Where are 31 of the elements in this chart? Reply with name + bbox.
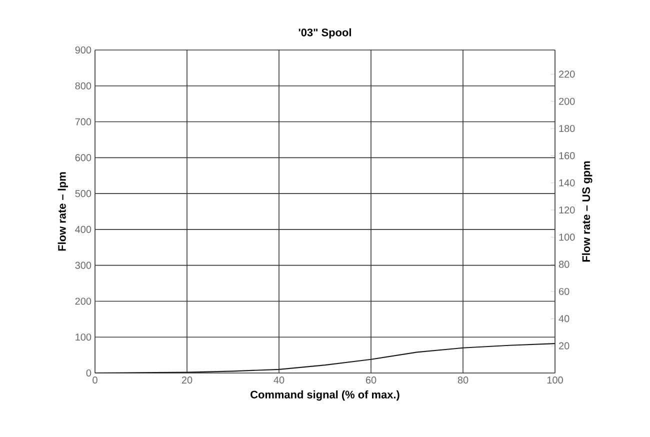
y2-axis-title: Flow rate – US gpm	[582, 161, 592, 262]
y2-tick-label: 120	[559, 206, 575, 214]
y2-tick-label: 220	[559, 70, 575, 78]
x-tick-label: 40	[274, 376, 284, 384]
x-tick-label: 100	[547, 376, 563, 384]
y-tick-label: 200	[75, 298, 92, 305]
y2-tick-label: 100	[559, 234, 575, 241]
x-tick-label: 20	[182, 376, 192, 384]
y2-tick-label: 20	[559, 342, 570, 350]
y-tick-label: 800	[75, 82, 92, 90]
y-tick-label: 600	[75, 154, 92, 162]
x-tick-label: 0	[92, 376, 98, 384]
y2-tick-label: 160	[559, 152, 575, 160]
y2-tick-label: 140	[559, 179, 575, 186]
y2-tick-label: 60	[559, 288, 570, 296]
y-tick-label: 300	[75, 262, 92, 269]
y-tick-label: 700	[75, 118, 92, 126]
y2-tick-label: 200	[559, 98, 575, 105]
y2-tick-label: 40	[558, 315, 570, 322]
chart-title: '03" Spool	[298, 28, 351, 38]
y2-tick-label: 80	[558, 260, 570, 268]
y-axis-title: Flow rate – lpm	[58, 172, 68, 251]
x-tick-label: 80	[458, 376, 468, 384]
x-tick-label: 60	[366, 376, 376, 384]
x-axis-title: Command signal (% of max.)	[250, 390, 400, 401]
y-tick-label: 900	[75, 46, 92, 54]
y-tick-label: 100	[76, 334, 92, 341]
y-tick-label: 400	[75, 226, 92, 233]
y-tick-label: 500	[75, 190, 92, 198]
y2-tick-label: 180	[559, 124, 575, 132]
y-tick-label: 0	[86, 369, 92, 377]
